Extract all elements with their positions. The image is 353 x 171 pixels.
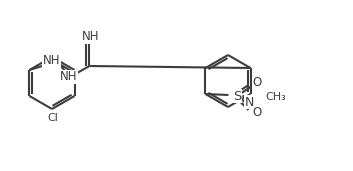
Text: NH: NH [43, 55, 60, 68]
Text: S: S [233, 89, 242, 102]
Text: NH: NH [82, 30, 99, 43]
Text: O: O [253, 76, 262, 89]
Text: NH: NH [60, 70, 77, 83]
Text: O: O [253, 107, 262, 120]
Text: CH₃: CH₃ [265, 92, 286, 102]
Text: N: N [245, 95, 254, 109]
Text: Cl: Cl [48, 113, 59, 123]
